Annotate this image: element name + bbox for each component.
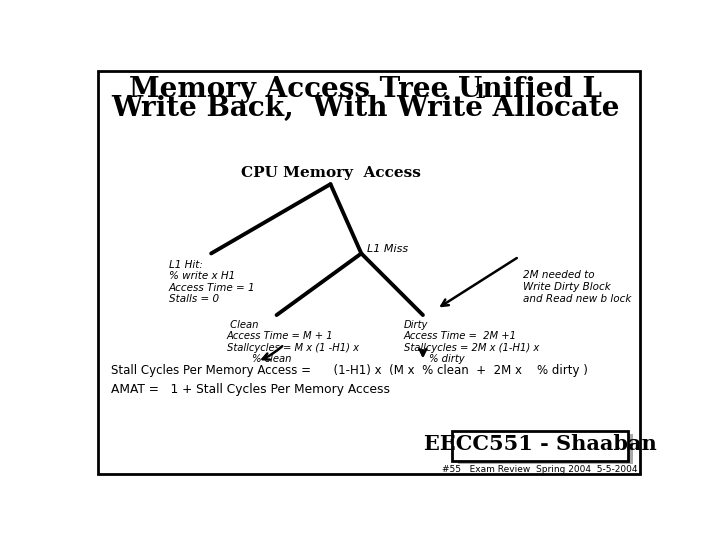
Text: Dirty
Access Time =  2M +1
Stallcycles = 2M x (1-H1) x
        % dirty: Dirty Access Time = 2M +1 Stallcycles = … (404, 320, 539, 365)
Text: Stall Cycles Per Memory Access =      (1-H1) x  (M x  % clean  +  2M x    % dirt: Stall Cycles Per Memory Access = (1-H1) … (111, 364, 588, 377)
Bar (452, 431, 628, 461)
Text: EECC551 - Shaaban: EECC551 - Shaaban (423, 434, 657, 455)
Text: L1 Miss: L1 Miss (367, 244, 408, 254)
Text: 1: 1 (474, 84, 486, 102)
Text: #55   Exam Review  Spring 2004  5-5-2004: #55 Exam Review Spring 2004 5-5-2004 (442, 464, 638, 474)
Text: L1 Hit:
% write x H1
Access Time = 1
Stalls = 0: L1 Hit: % write x H1 Access Time = 1 Sta… (168, 260, 256, 305)
Text: Memory Access Tree Unified L: Memory Access Tree Unified L (129, 76, 602, 103)
Bar (457, 434, 633, 464)
Text: Write Back,  With Write Allocate: Write Back, With Write Allocate (111, 95, 619, 122)
Text: Clean
Access Time = M + 1
Stallcycles = M x (1 -H1) x
        % clean: Clean Access Time = M + 1 Stallcycles = … (227, 320, 359, 365)
Text: AMAT =   1 + Stall Cycles Per Memory Access: AMAT = 1 + Stall Cycles Per Memory Acces… (111, 383, 390, 396)
Text: 2M needed to
Write Dirty Block
and Read new b lock: 2M needed to Write Dirty Block and Read … (523, 271, 631, 303)
Text: CPU Memory  Access: CPU Memory Access (240, 166, 420, 180)
